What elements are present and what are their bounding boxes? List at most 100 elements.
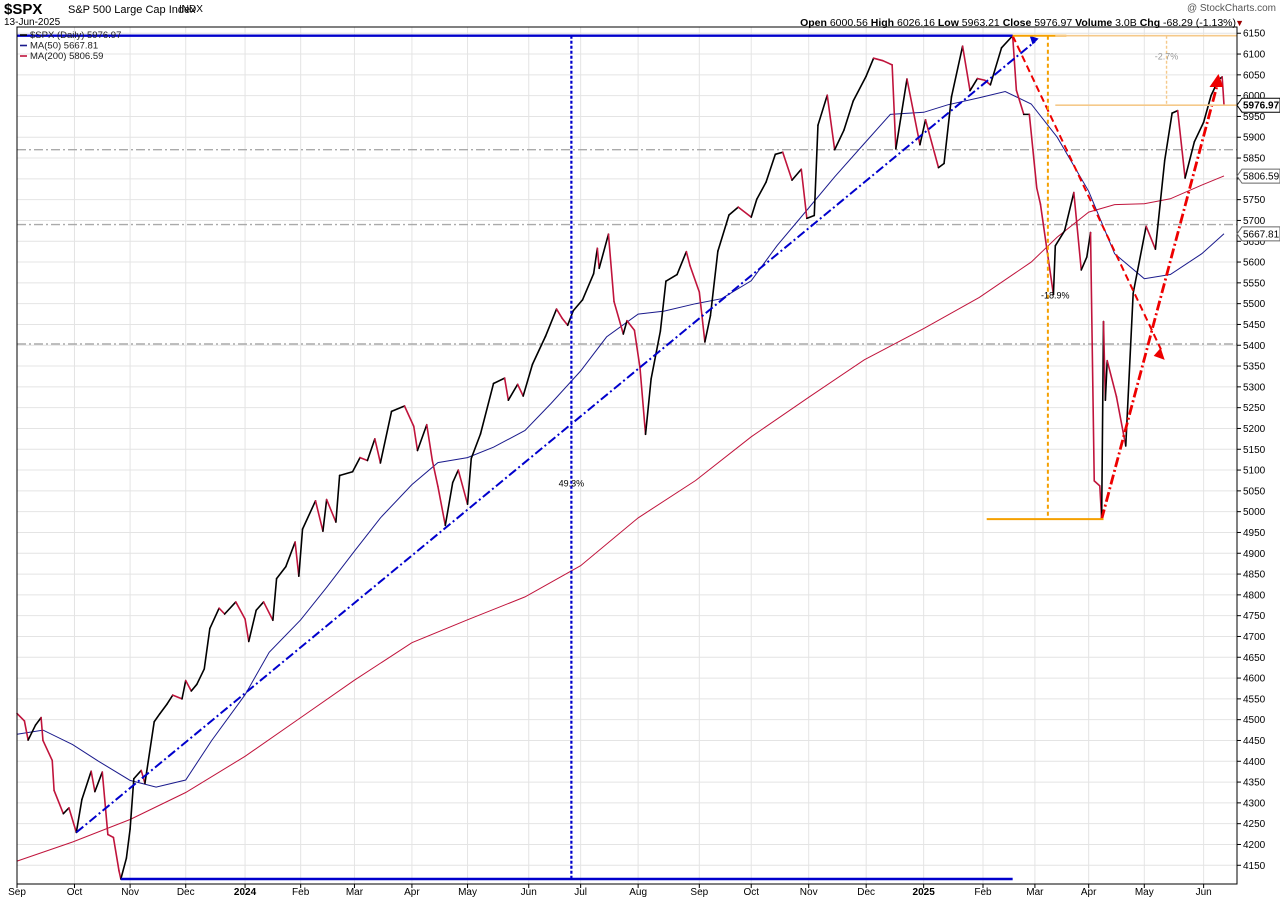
- price-segment: [1080, 256, 1088, 271]
- price-segment: [1163, 112, 1173, 162]
- y-tick-label: 5750: [1243, 195, 1266, 206]
- price-segment: [359, 456, 369, 462]
- y-tick-label: 5250: [1243, 403, 1266, 414]
- y-tick-label: 5050: [1243, 486, 1266, 497]
- x-tick-label: Dec: [177, 887, 195, 898]
- open-value: 6000.56: [829, 17, 868, 29]
- price-segment: [639, 366, 647, 436]
- price-segment: [1184, 141, 1196, 179]
- price-segment: [390, 405, 406, 413]
- ticker-symbol: $SPX: [4, 1, 43, 18]
- price-segment: [961, 45, 971, 92]
- y-tick-label: 6000: [1243, 91, 1266, 102]
- price-segment: [75, 798, 83, 834]
- price-segment: [765, 153, 777, 183]
- price-segment: [1028, 113, 1038, 189]
- plot-border: [16, 26, 1238, 885]
- price-segment: [338, 470, 354, 477]
- price-segment: [158, 703, 168, 715]
- last-value-tag: 5976.97: [1236, 97, 1280, 113]
- chg-value: -68.29 (-1.13%): [1163, 17, 1236, 29]
- price-segment: [166, 694, 174, 705]
- price-segment: [457, 469, 469, 505]
- price-segment: [125, 828, 131, 860]
- x-tick-label: Oct: [743, 887, 759, 898]
- y-tick-label: 5700: [1243, 216, 1266, 227]
- price-segment: [676, 250, 688, 276]
- price-segment: [244, 618, 250, 643]
- price-segment: [555, 308, 563, 320]
- price-segment: [234, 601, 246, 620]
- price-segment: [685, 250, 691, 267]
- downtrend-arrow-icon: [1153, 347, 1165, 360]
- price-segment: [218, 607, 226, 615]
- price-segment: [633, 329, 641, 369]
- price-segment: [431, 459, 439, 488]
- price-segment: [882, 59, 893, 66]
- price-segment: [437, 485, 447, 527]
- y-tick-label: 4300: [1243, 798, 1266, 809]
- percent-label: -18.9%: [1041, 291, 1070, 301]
- y-tick-label: 5350: [1243, 362, 1266, 373]
- price-segment: [262, 601, 274, 622]
- price-segment: [843, 100, 855, 131]
- price-segment: [817, 94, 829, 126]
- price-segment: [626, 319, 636, 332]
- price-segment: [144, 720, 156, 785]
- price-segment: [68, 807, 78, 834]
- price-segment: [425, 423, 434, 462]
- price-segment: [1202, 94, 1212, 124]
- price-segment: [1054, 230, 1066, 247]
- price-segment: [1145, 225, 1157, 250]
- x-tick-label: 2025: [913, 887, 936, 898]
- x-tick-label: Jun: [521, 887, 537, 898]
- price-segment: [872, 57, 884, 62]
- percent-label: 49.3%: [559, 478, 585, 488]
- downtrend-line: [1011, 35, 1162, 350]
- x-tick-label: Feb: [974, 887, 992, 898]
- price-segment: [522, 363, 534, 397]
- price-segment: [755, 181, 767, 201]
- last-value-tag: 5806.59: [1236, 168, 1280, 184]
- last-value-box: [1236, 226, 1280, 242]
- annotations: 49.3% -18.9% -2.7%: [17, 34, 1237, 881]
- price-segment: [379, 410, 393, 464]
- y-tick-label: 4550: [1243, 694, 1266, 705]
- price-segment: [412, 425, 419, 452]
- y-tick-label: 4400: [1243, 757, 1266, 768]
- price-segment: [704, 314, 712, 343]
- price-segment: [689, 264, 701, 293]
- price-segment: [806, 214, 816, 220]
- price-segment: [466, 457, 473, 505]
- y-tick-label: 5300: [1243, 382, 1266, 393]
- price-segment: [607, 233, 615, 303]
- price-segment: [101, 771, 109, 836]
- price-segment: [40, 716, 44, 742]
- price-segment: [737, 206, 753, 218]
- last-value-label: 5667.81: [1243, 229, 1280, 240]
- price-segment: [561, 317, 569, 327]
- price-segment: [16, 712, 26, 722]
- x-tick-label: 2024: [234, 887, 257, 898]
- price-segment: [247, 609, 257, 643]
- price-segment: [209, 607, 220, 630]
- open-label: Open: [800, 17, 827, 29]
- price-segment: [1039, 203, 1049, 258]
- price-segment: [865, 57, 875, 77]
- price-segment: [950, 45, 964, 98]
- y-tick-label: 4900: [1243, 549, 1266, 560]
- close-label: Close: [1002, 17, 1032, 29]
- x-tick-label: May: [1135, 887, 1154, 898]
- y-tick-label: 4500: [1243, 715, 1266, 726]
- ma200-layer: [16, 175, 1225, 862]
- price-segment: [1193, 121, 1205, 143]
- price-segment: [451, 469, 460, 484]
- price-segment: [90, 770, 96, 793]
- x-tick-label: Feb: [292, 887, 310, 898]
- ma50-layer: [16, 90, 1225, 788]
- price-segment: [937, 162, 945, 169]
- price-segment: [1063, 191, 1075, 232]
- y-tick-label: 5900: [1243, 133, 1266, 144]
- low-value: 5963.21: [961, 17, 1000, 29]
- high-value: 6026.16: [896, 17, 935, 29]
